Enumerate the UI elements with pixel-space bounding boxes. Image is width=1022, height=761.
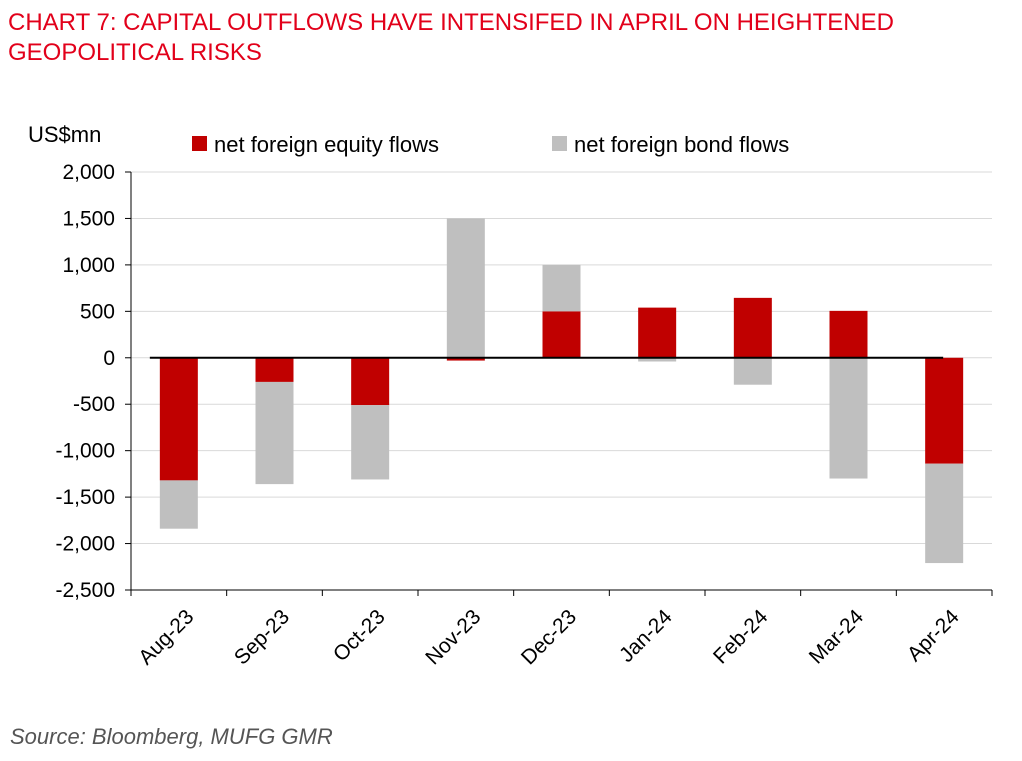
x-tick-label: Mar-24 [805,605,869,669]
y-tick-label: 1,500 [62,207,115,230]
x-tick-label: Oct-23 [329,605,390,666]
y-tick-label: -1,000 [55,440,115,463]
bar-net-foreign-bond-flows [542,264,581,312]
y-tick-label: 0 [103,347,115,370]
y-tick-label: -2,500 [55,579,115,602]
bar-net-foreign-bond-flows [733,357,772,385]
x-tick-label: Dec-23 [517,605,581,669]
bar-net-foreign-equity-flows [446,357,485,361]
bar-net-foreign-equity-flows [159,357,198,481]
x-tick-label: Nov-23 [421,605,485,669]
y-tick-label: -500 [73,393,115,416]
source-note: Source: Bloomberg, MUFG GMR [10,724,333,749]
y-tick-label: -2,000 [55,533,115,556]
legend-label: net foreign bond flows [574,132,789,157]
x-tick-label: Sep-23 [230,605,294,669]
y-tick-label: 500 [80,300,115,323]
bar-net-foreign-bond-flows [255,381,294,485]
x-tick-label: Feb-24 [709,605,773,669]
x-tick-label: Aug-23 [134,605,198,669]
bar-net-foreign-bond-flows [446,218,485,358]
bar-net-foreign-equity-flows [255,357,294,382]
legend-swatch [552,136,567,151]
bar-net-foreign-bond-flows [638,357,677,362]
legend-swatch [192,136,207,151]
bar-net-foreign-equity-flows [925,357,964,464]
bar-net-foreign-equity-flows [542,311,581,358]
y-tick-label: 2,000 [62,161,115,184]
bar-net-foreign-bond-flows [351,405,390,480]
bar-net-foreign-bond-flows [829,357,868,479]
x-tick-label: Apr-24 [903,605,964,666]
bar-net-foreign-bond-flows [159,480,198,529]
bar-net-foreign-bond-flows [925,463,964,564]
bar-net-foreign-equity-flows [638,307,677,358]
bar-net-foreign-equity-flows [829,310,868,358]
x-tick-label: Jan-24 [615,605,677,667]
chart-title: CHART 7: CAPITAL OUTFLOWS HAVE INTENSIFE… [8,9,894,66]
bar-net-foreign-equity-flows [733,297,772,358]
y-tick-label: 1,000 [62,254,115,277]
legend-label: net foreign equity flows [214,132,439,157]
y-axis-label: US$mn [28,122,101,147]
y-tick-label: -1,500 [55,486,115,509]
bar-net-foreign-equity-flows [351,357,390,406]
